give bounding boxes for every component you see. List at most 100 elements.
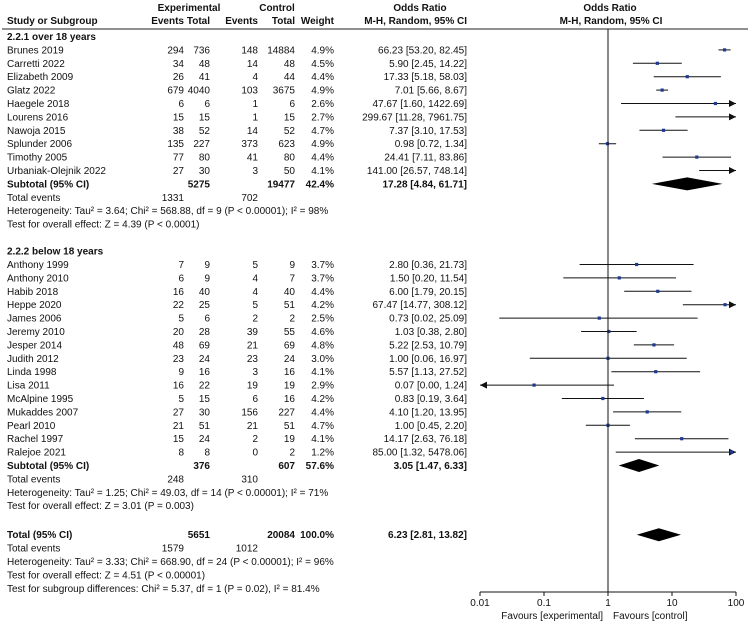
- total-exp: 24: [199, 354, 211, 365]
- events-exp: 48: [173, 340, 185, 351]
- x-tick-label: 0.01: [470, 598, 490, 609]
- events-ctl: 3: [252, 367, 258, 378]
- study-name: Splunder 2006: [7, 139, 72, 150]
- weight: 2.9%: [311, 381, 334, 392]
- total-ctl: 623: [278, 139, 295, 150]
- total-ctl: 69: [284, 340, 296, 351]
- overall-effect-text: Test for overall effect: Z = 4.39 (P < 0…: [7, 220, 200, 231]
- weight: 4.9%: [311, 45, 334, 56]
- events-ctl: 4: [252, 72, 258, 83]
- ci-arrow-right: [729, 100, 736, 107]
- events-header-ctl: Events: [225, 16, 258, 27]
- study-name: Judith 2012: [7, 354, 59, 365]
- weight: 4.4%: [311, 153, 334, 164]
- study-name: Rachel 1997: [7, 434, 64, 445]
- weight: 4.6%: [311, 327, 334, 338]
- point-estimate: [532, 383, 536, 387]
- total-exp: 28: [199, 327, 211, 338]
- odds-ratio-plot-header: Odds Ratio: [583, 3, 636, 14]
- odds-ratio-ci: 66.23 [53.20, 82.45]: [378, 45, 467, 56]
- total-ctl: 6: [289, 99, 295, 110]
- study-name: Linda 1998: [7, 367, 57, 378]
- subtotal-diamond: [651, 177, 723, 191]
- events-exp: 7: [178, 260, 184, 271]
- events-ctl: 156: [241, 407, 258, 418]
- total-ctl: 14884: [267, 45, 295, 56]
- events-ctl: 373: [241, 139, 258, 150]
- total-ctl: 2: [289, 314, 295, 325]
- method-col-header: M-H, Random, 95% CI: [364, 16, 467, 27]
- point-estimate: [601, 396, 605, 401]
- total-ctl: 51: [284, 421, 296, 432]
- point-estimate: [722, 48, 727, 52]
- subgroup-differences-text: Test for subgroup differences: Chi² = 5.…: [7, 584, 320, 595]
- heterogeneity-text: Heterogeneity: Tau² = 1.25; Chi² = 49.03…: [7, 488, 328, 499]
- events-ctl: 39: [247, 327, 259, 338]
- total-ctl: 19: [284, 434, 296, 445]
- method-plot-header: M-H, Random, 95% CI: [560, 16, 663, 27]
- events-ctl: 23: [247, 354, 259, 365]
- study-header: Study or Subgroup: [7, 16, 98, 27]
- weight: 4.4%: [311, 287, 334, 298]
- total-exp: 15: [199, 394, 211, 405]
- point-estimate: [655, 61, 659, 65]
- study-name: Jeremy 2010: [7, 327, 65, 338]
- study-name: Lisa 2011: [7, 381, 50, 392]
- events-ctl: 103: [241, 86, 258, 97]
- events-exp: 23: [173, 354, 185, 365]
- total-weight: 100.0%: [300, 530, 334, 541]
- odds-ratio-ci: 1.50 [0.20, 11.54]: [390, 273, 467, 284]
- weight: 4.7%: [311, 126, 334, 137]
- odds-ratio-ci: 67.47 [14.77, 308.12]: [372, 300, 467, 311]
- odds-ratio-ci: 0.83 [0.19, 3.64]: [395, 394, 468, 405]
- events-ctl: 5: [252, 300, 258, 311]
- odds-ratio-ci: 0.98 [0.72, 1.34]: [395, 139, 468, 150]
- total-exp: 24: [199, 434, 211, 445]
- study-name: Timothy 2005: [7, 153, 68, 164]
- odds-ratio-ci: 14.17 [2.63, 76.18]: [384, 434, 468, 445]
- odds-ratio-ci: 1.00 [0.06, 16.97]: [389, 354, 467, 365]
- point-estimate: [661, 128, 666, 132]
- odds-ratio-col-header: Odds Ratio: [393, 3, 446, 14]
- events-exp: 6: [178, 273, 184, 284]
- odds-ratio-ci: 0.07 [0.00, 1.24]: [395, 381, 468, 392]
- events-ctl: 1: [252, 99, 258, 110]
- weight: 2.5%: [311, 314, 334, 325]
- study-name: Mukaddes 2007: [7, 407, 79, 418]
- total-exp: 52: [199, 126, 211, 137]
- total-exp: 69: [199, 340, 211, 351]
- subtotal-label: Subtotal (95% CI): [7, 461, 89, 472]
- point-estimate: [607, 329, 611, 334]
- events-ctl: 1: [252, 112, 258, 123]
- total-exp: 48: [199, 59, 211, 70]
- total-exp: 9: [204, 260, 210, 271]
- odds-ratio-ci: 299.67 [11.28, 7961.75]: [362, 112, 467, 123]
- x-tick-label: 1: [605, 598, 611, 609]
- total-exp: 30: [199, 407, 211, 418]
- weight: 4.2%: [311, 300, 334, 311]
- odds-ratio-ci: 7.01 [5.66, 8.67]: [395, 86, 468, 97]
- events-exp: 22: [173, 300, 185, 311]
- subtotal-label: Subtotal (95% CI): [7, 179, 89, 190]
- total-events-ctl: 702: [241, 193, 258, 204]
- heterogeneity-text: Heterogeneity: Tau² = 3.64; Chi² = 568.8…: [7, 206, 328, 217]
- point-estimate: [635, 262, 639, 267]
- overall-total-events-ctl: 1012: [236, 544, 259, 555]
- events-exp: 77: [173, 153, 185, 164]
- events-exp: 20: [173, 327, 185, 338]
- study-name: Elizabeth 2009: [7, 72, 74, 83]
- study-name: James 2006: [7, 314, 62, 325]
- study-name: Haegele 2018: [7, 99, 70, 110]
- total-ctl: 16: [284, 367, 296, 378]
- point-estimate: [652, 343, 656, 347]
- total-exp: 16: [199, 367, 211, 378]
- odds-ratio-ci: 17.33 [5.18, 58.03]: [384, 72, 468, 83]
- total-exp: 40: [199, 287, 211, 298]
- point-estimate: [654, 370, 658, 374]
- odds-ratio-ci: 5.90 [2.45, 14.22]: [389, 59, 467, 70]
- study-name: Anthony 1999: [7, 260, 69, 271]
- x-tick-label: 0.1: [537, 598, 551, 609]
- weight: 4.8%: [311, 340, 334, 351]
- total-exp: 6: [204, 99, 210, 110]
